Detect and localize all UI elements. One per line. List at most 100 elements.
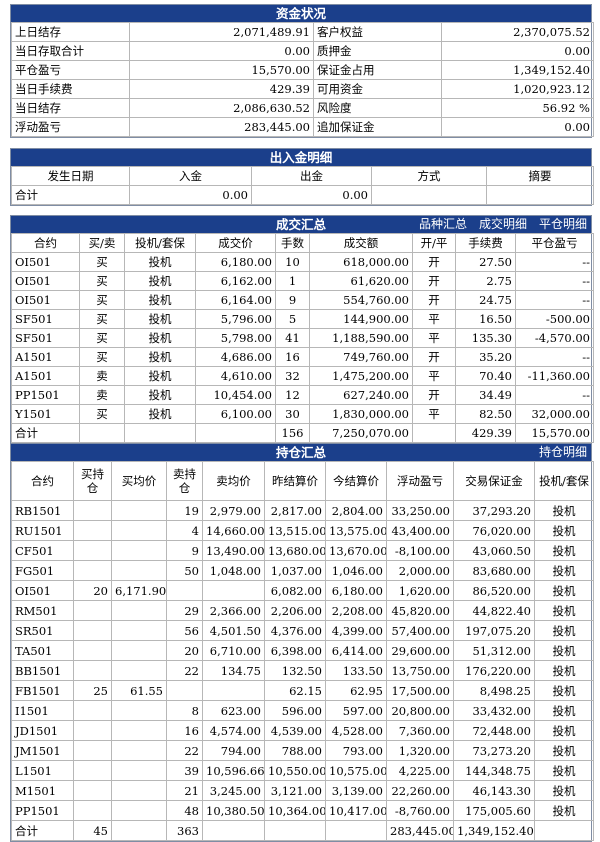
table-cell: 61.55 [111,680,167,701]
table-cell: 投机 [534,800,594,821]
fund-value: 0.00 [441,41,594,61]
table-cell [73,800,112,821]
table-cell: 6,414.00 [325,640,387,661]
fund-label: 当日存取合计 [11,41,130,61]
column-header: 卖持仓 [166,461,203,501]
column-header: 出金 [251,166,372,186]
table-cell: 4,686.00 [195,347,276,367]
table-row: JD1501 16 4,574.00 4,539.00 4,528.00 7,360.00… [11,720,594,741]
table-cell [79,423,125,443]
position-detail-link[interactable]: 持仓明细 [538,445,587,459]
table-cell: 749,760.00 [309,347,413,367]
trade-link[interactable]: 品种汇总 [418,217,467,231]
position-summary-title: 持仓汇总 [275,445,326,460]
table-row: A1501 卖投机 4,610.00 32 1,475,200.00 平 70.40 -11,… [11,366,594,386]
table-cell: 50 [166,560,203,581]
table-row: JM1501 22 794.00 788.00 793.00 1,320.00 73,273… [11,740,594,761]
column-header: 摘要 [486,166,594,186]
table-cell: 2,366.00 [202,600,265,621]
table-cell: 投机 [534,720,594,741]
table-cell: -11,360.00 [515,366,594,386]
table-cell: 9 [275,290,310,310]
fund-value: 2,370,075.52 [441,22,594,42]
table-cell: 133.50 [325,660,387,681]
table-cell [73,540,112,561]
table-cell: 6,398.00 [264,640,326,661]
table-cell: FB1501 [11,680,74,701]
table-cell: 4,399.00 [325,620,387,641]
table-row: OI501 买投机 6,180.00 10 618,000.00 开 27.50 -- [11,252,594,272]
table-cell: 14,660.00 [202,520,265,541]
table-cell: 2.75 [455,271,516,291]
table-cell: 1,037.00 [264,560,326,581]
position-summary-table: 合约 买持仓 买均价 卖持仓 卖均价 昨结算价 今结算价 浮动盈亏 交易保证金 投机/套保 RB1… [11,461,594,841]
column-header: 买均价 [111,461,167,501]
table-row: PP1501 卖投机 10,454.00 12 627,240.00 开 34.49 -- [11,385,594,405]
table-cell: 5,796.00 [195,309,276,329]
table-cell: 13,670.00 [325,540,387,561]
table-cell [195,423,276,443]
table-cell: 197,075.20 [453,620,535,641]
table-cell: 开 [412,290,456,310]
table-cell [371,185,487,205]
table-cell: 4,539.00 [264,720,326,741]
fund-value: 1,349,152.40 [441,60,594,80]
table-cell: 卖 [79,385,125,405]
table-row: OI501 买投机 6,164.00 9 554,760.00 开 24.75 -- [11,290,594,310]
table-cell: 32,000.00 [515,404,594,424]
table-cell: 56 [166,620,203,641]
table-cell: 3,245.00 [202,780,265,801]
table-cell [73,500,112,521]
table-cell [73,660,112,681]
table-cell: 1,048.00 [202,560,265,581]
table-cell [73,780,112,801]
table-cell: 83,680.00 [453,560,535,581]
table-cell: 合计 [11,820,74,841]
table-cell: 1 [275,271,310,291]
table-cell: 平 [412,404,456,424]
table-cell: 15,570.00 [515,423,594,443]
fund-label: 可用资金 [313,79,442,99]
fund-label: 当日手续费 [11,79,130,99]
table-cell: 4,574.00 [202,720,265,741]
table-cell [124,423,196,443]
fund-row: 当日存取合计 0.00 质押金 0.00 [11,41,594,61]
table-cell: 13,515.00 [264,520,326,541]
table-cell: 3,121.00 [264,780,326,801]
trade-link[interactable]: 成交明细 [478,217,527,231]
table-cell: 73,273.20 [453,740,535,761]
table-cell: 144,900.00 [309,309,413,329]
table-cell: JM1501 [11,740,74,761]
table-cell [111,760,167,781]
position-detail-link-wrap: 持仓明细 [527,444,587,461]
table-row: OI501 20 6,171.90 6,082.00 6,180.00 1,620.00 8… [11,580,594,601]
table-cell: 买 [79,252,125,272]
table-cell: 投机 [534,780,594,801]
table-cell [111,620,167,641]
column-header: 投机/套保 [124,233,196,253]
table-cell: 1,320.00 [386,740,454,761]
fund-value: 15,570.00 [129,60,314,80]
table-cell: SF501 [11,309,80,329]
table-cell: 29 [166,600,203,621]
table-cell: 22 [166,740,203,761]
table-cell: 投机 [534,620,594,641]
column-header: 卖均价 [202,461,265,501]
table-cell: 19 [166,500,203,521]
table-cell: 投机 [534,560,594,581]
table-cell: -4,570.00 [515,328,594,348]
trade-link[interactable]: 平仓明细 [538,217,587,231]
table-cell [73,720,112,741]
column-header: 投机/套保 [534,461,594,501]
table-cell: 投机 [534,580,594,601]
table-row: SR501 56 4,501.50 4,376.00 4,399.00 57,400.00… [11,620,594,641]
table-cell: 20 [166,640,203,661]
table-cell [111,780,167,801]
table-cell: 投机 [124,328,196,348]
table-cell: 17,500.00 [386,680,454,701]
table-cell [111,560,167,581]
table-cell [202,580,265,601]
table-cell: 买 [79,290,125,310]
table-cell: A1501 [11,366,80,386]
table-cell [325,820,387,841]
